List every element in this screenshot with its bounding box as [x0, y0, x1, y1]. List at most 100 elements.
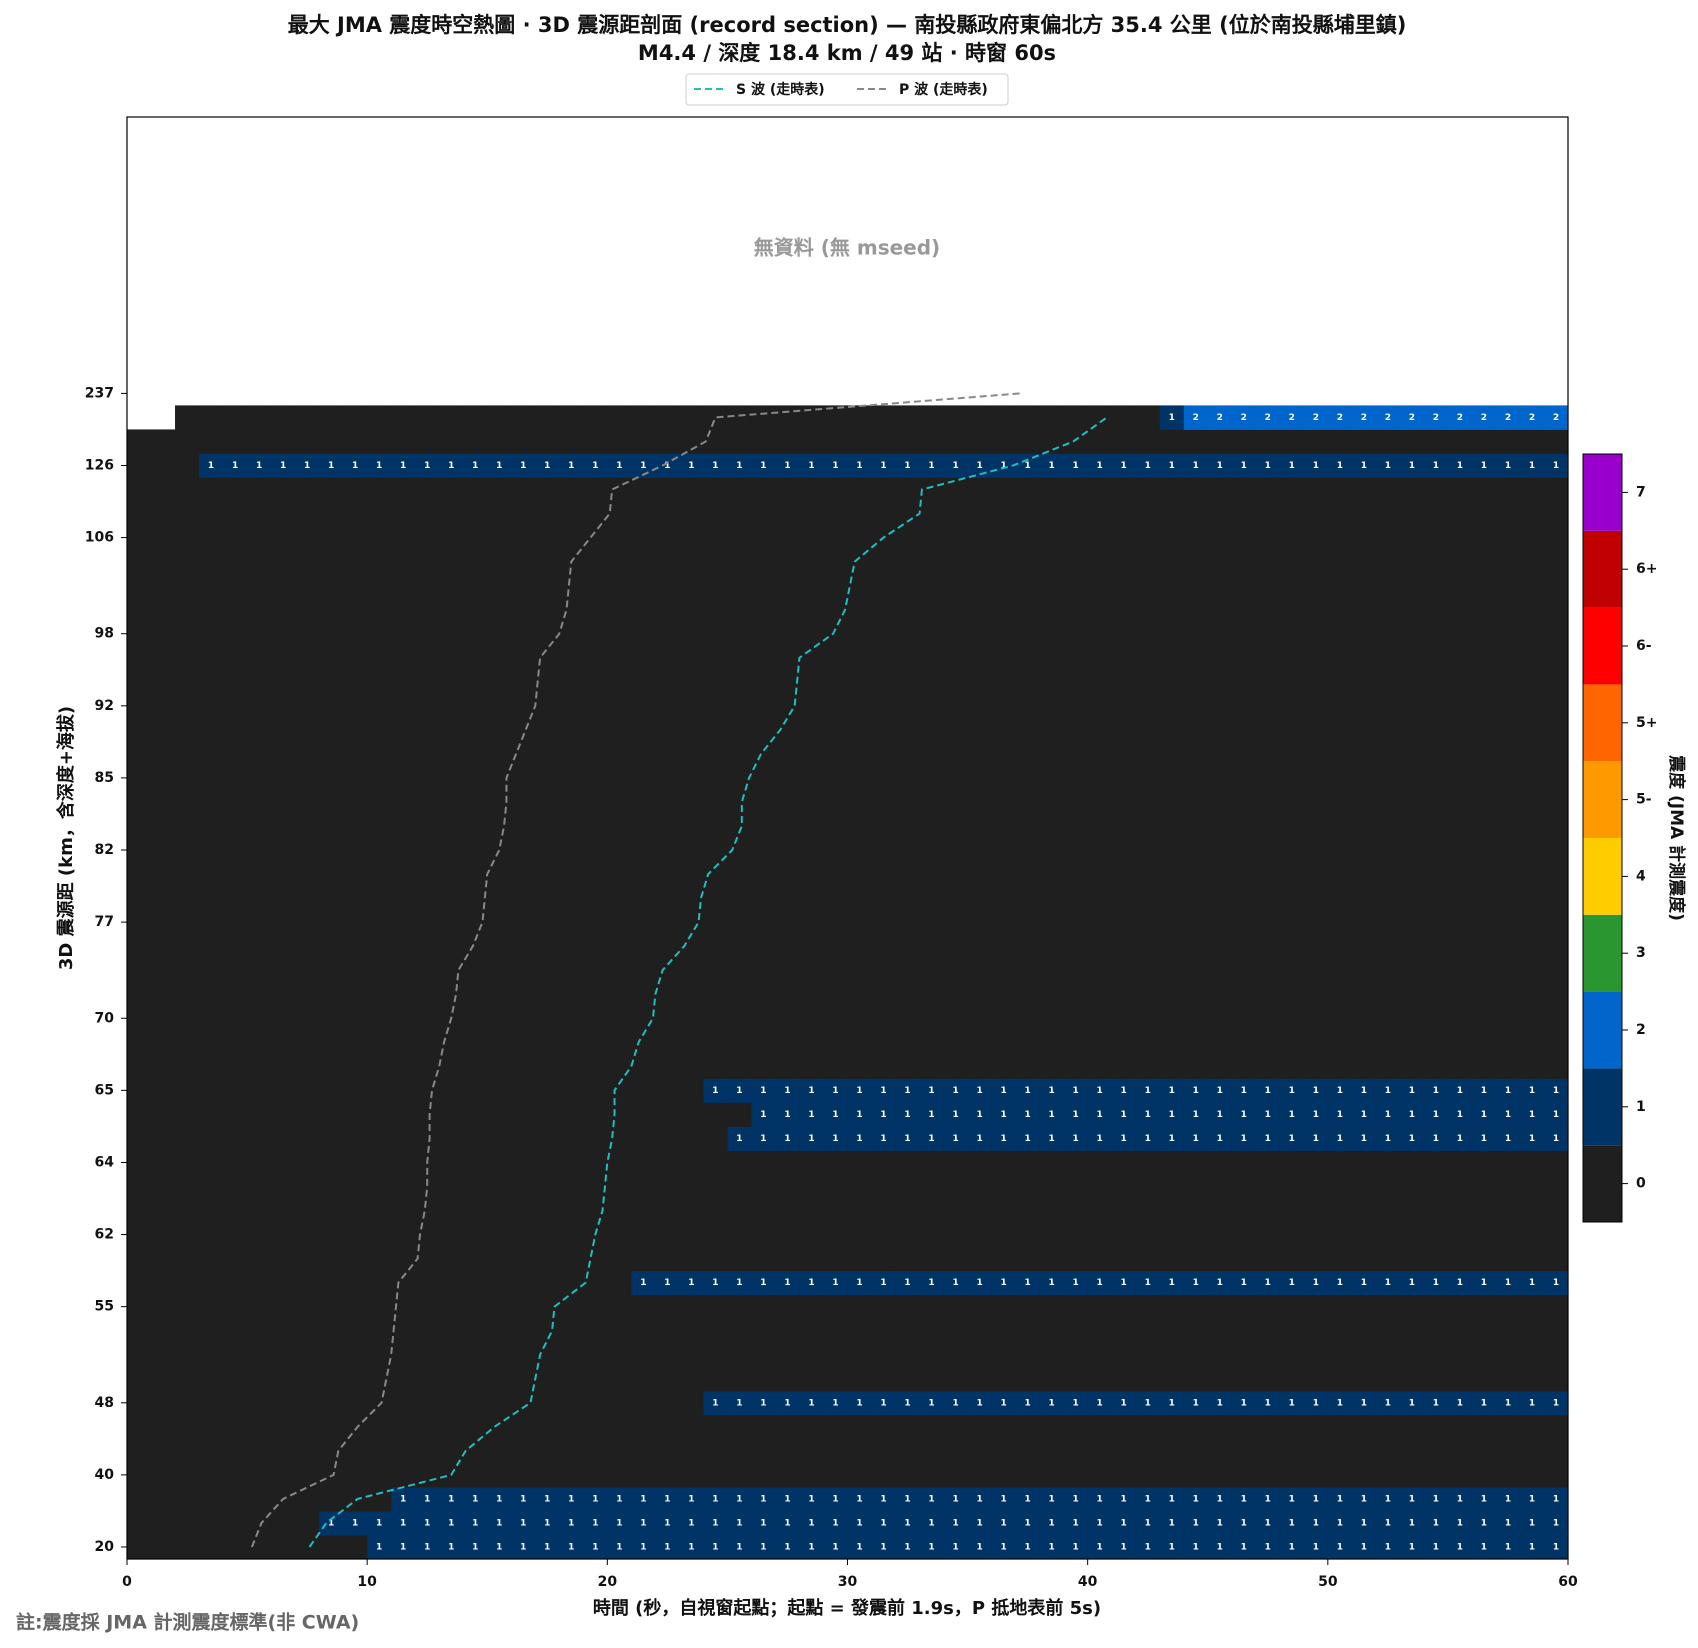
heat-cell — [439, 1366, 464, 1392]
cell-label: 1 — [1097, 1542, 1103, 1552]
heat-cell — [367, 765, 392, 791]
heat-cell — [391, 886, 416, 911]
cell-label: 1 — [1337, 1110, 1343, 1120]
heat-cell — [1543, 1414, 1569, 1440]
heat-cell — [607, 934, 632, 959]
heat-cell — [535, 1150, 560, 1175]
cell-label: 1 — [1553, 1110, 1559, 1120]
heat-cell — [679, 645, 704, 671]
heat-cell — [511, 501, 536, 527]
cell-label: 1 — [976, 1086, 982, 1096]
cell-label: 1 — [736, 1518, 742, 1528]
heat-cell — [751, 1534, 776, 1560]
heat-cell — [559, 934, 584, 959]
heat-cell — [223, 645, 248, 671]
heat-cell — [1159, 1222, 1185, 1248]
heat-cell — [799, 621, 824, 647]
heat-cell — [535, 886, 560, 911]
heat-cell — [367, 453, 392, 478]
cell-label: 1 — [1217, 1134, 1223, 1144]
heat-cell — [823, 549, 848, 575]
cell-label: 1 — [1000, 1518, 1006, 1528]
heat-cell — [439, 1054, 464, 1079]
heat-cell — [1231, 693, 1257, 719]
heat-cell — [1495, 1534, 1521, 1560]
heat-cell — [1087, 862, 1113, 887]
heat-cell — [1423, 958, 1449, 983]
heat-cell — [727, 910, 752, 935]
heat-cell — [895, 1102, 921, 1127]
heat-cell — [823, 934, 848, 959]
heat-cell — [367, 1102, 392, 1127]
heat-cell — [319, 621, 344, 647]
heat-cell — [415, 1222, 440, 1248]
heat-cell — [775, 982, 800, 1007]
heat-cell — [1279, 717, 1305, 743]
heat-cell — [415, 405, 440, 430]
heat-cell — [943, 958, 969, 983]
heat-cell — [1159, 1534, 1185, 1560]
cell-label: 1 — [1000, 1278, 1006, 1288]
heat-cell — [631, 1054, 656, 1079]
heat-cell — [175, 765, 200, 791]
cell-label: 1 — [784, 1110, 790, 1120]
heat-cell — [607, 453, 632, 478]
heat-cell — [151, 789, 176, 815]
heat-cell — [1495, 693, 1521, 719]
heat-cell — [847, 934, 873, 959]
heat-cell — [1135, 1222, 1161, 1248]
heat-cell — [1351, 1222, 1377, 1248]
heat-cell — [1159, 1078, 1185, 1103]
heat-cell — [703, 1342, 728, 1368]
heat-cell — [1423, 1366, 1449, 1392]
heat-cell — [199, 1462, 224, 1488]
cell-label: 1 — [856, 1278, 862, 1288]
heat-cell — [463, 549, 488, 575]
cell-label: 1 — [1553, 1494, 1559, 1504]
heat-cell — [703, 1222, 728, 1248]
heat-cell — [391, 1222, 416, 1248]
heat-cell — [1015, 741, 1041, 767]
cell-label: 1 — [1361, 1398, 1367, 1408]
colorbar-tick-label: 2 — [1636, 1022, 1646, 1038]
heat-cell — [751, 669, 776, 695]
heat-cell — [1159, 1342, 1185, 1368]
heat-cell — [703, 765, 728, 791]
y-tick-label: 237 — [85, 385, 114, 401]
heat-cell — [1375, 838, 1401, 863]
heat-cell — [943, 573, 969, 599]
heat-cell — [679, 1366, 704, 1392]
heat-cell — [487, 813, 512, 839]
heat-cell — [199, 597, 224, 623]
heat-cell — [367, 405, 392, 430]
heat-cell — [1423, 1222, 1449, 1248]
y-tick-label: 77 — [95, 914, 114, 930]
heat-cell — [775, 1534, 800, 1560]
heat-cell — [1207, 838, 1233, 863]
heat-cell — [295, 958, 320, 983]
heat-cell — [1135, 1270, 1161, 1296]
heat-cell — [631, 1534, 656, 1560]
heat-cell — [1423, 1462, 1449, 1488]
heat-cell — [1471, 549, 1497, 575]
heat-cell — [367, 1294, 392, 1320]
heat-cell — [343, 477, 368, 503]
heat-cell — [1063, 453, 1089, 478]
heat-cell — [463, 813, 488, 839]
heat-cell — [655, 813, 680, 839]
cell-label: 1 — [1385, 1542, 1391, 1552]
heat-cell — [175, 1510, 200, 1536]
heat-cell — [511, 1390, 536, 1416]
heat-cell — [1375, 1510, 1401, 1536]
heat-cell — [1255, 1390, 1281, 1416]
heat-cell — [1303, 645, 1329, 671]
heat-cell — [1447, 1318, 1473, 1344]
heat-cell — [1015, 1078, 1041, 1103]
heat-cell — [391, 405, 416, 430]
heat-cell — [1063, 813, 1089, 839]
heat-cell — [151, 886, 176, 911]
cell-label: 1 — [784, 1278, 790, 1288]
heat-cell — [967, 1390, 993, 1416]
heat-cell — [1279, 838, 1305, 863]
heat-cell — [1207, 1150, 1233, 1175]
